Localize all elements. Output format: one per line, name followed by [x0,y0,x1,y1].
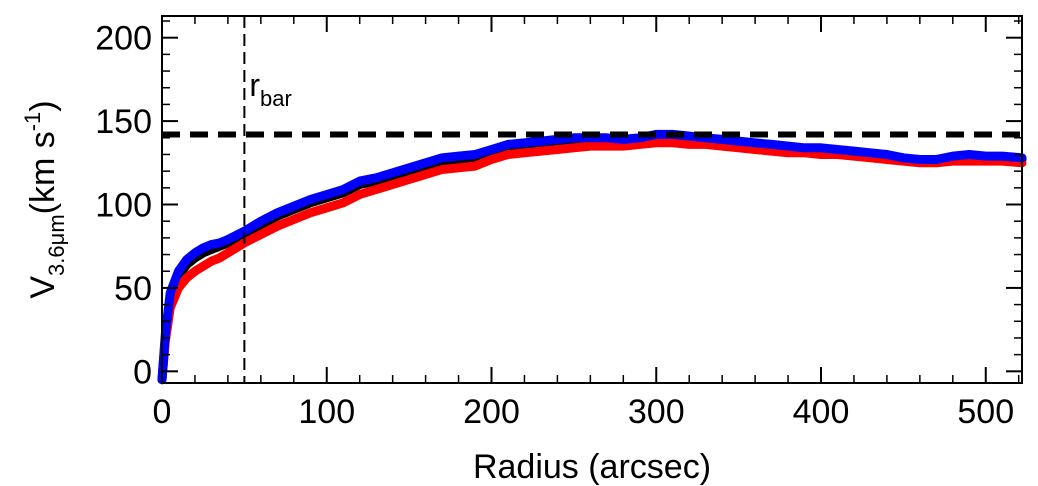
x-tick-label: 0 [153,393,172,431]
x-tick-label: 300 [628,393,685,431]
y-tick-label: 0 [133,353,152,391]
x-tick-label: 200 [463,393,520,431]
series-line-3 [157,129,1027,385]
series-line-2 [157,138,1027,385]
x-tick-label: 500 [957,393,1014,431]
y-tick-label: 50 [114,270,152,308]
y-tick-label: 150 [95,103,152,141]
series-layer [157,129,1027,385]
x-tick-label: 100 [298,393,355,431]
x-axis-label: Radius (arcsec) [473,448,711,486]
axis-ticks: 0 100 200 300 400 500 0 50 100 150 200 [95,16,1022,431]
y-axis-label: V3.6μm(km s-1) [20,100,69,298]
r-bar-annotation: rbar [249,67,291,111]
series-line-1 [157,131,1027,385]
y-tick-label: 200 [95,20,152,58]
plot-frame [161,15,1023,384]
x-tick-label: 400 [793,393,850,431]
y-tick-label: 100 [95,187,152,225]
reference-lines [162,16,1022,383]
